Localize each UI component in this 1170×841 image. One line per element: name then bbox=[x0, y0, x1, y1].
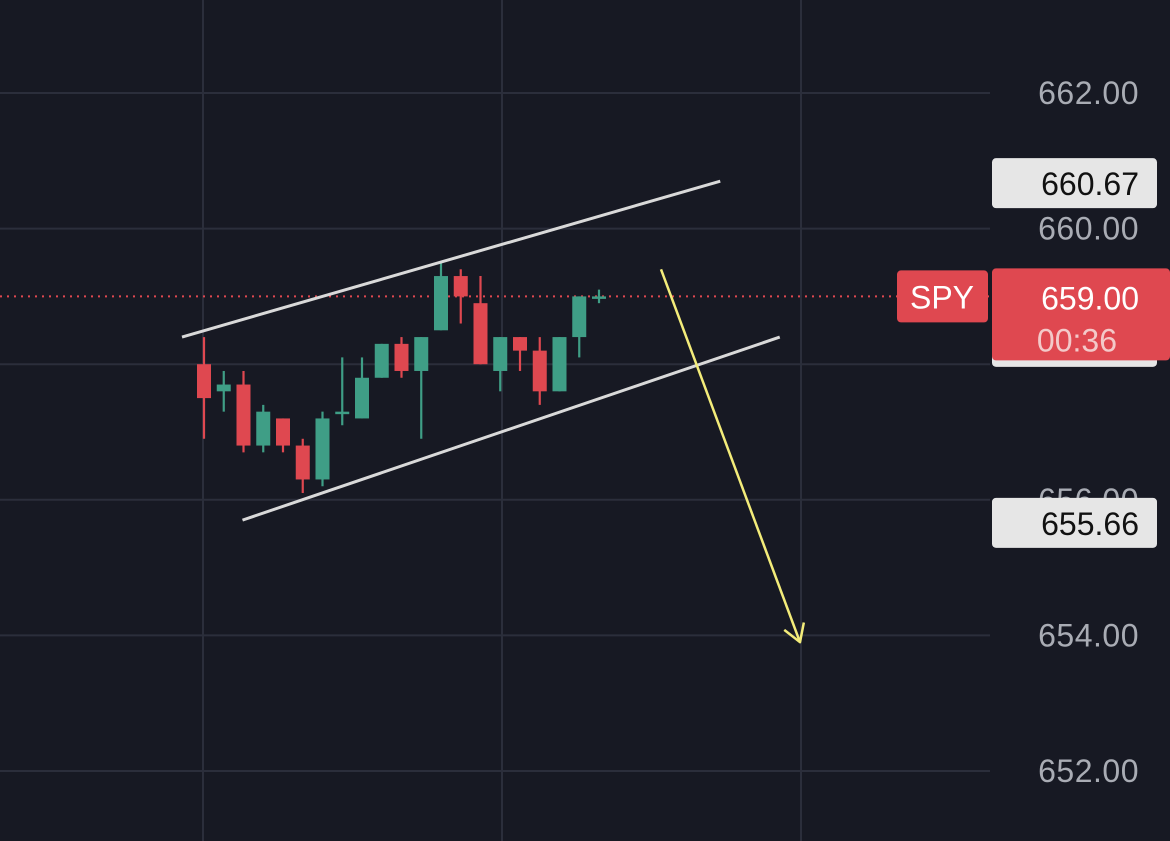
candle-body-12 bbox=[434, 276, 448, 331]
candles-group bbox=[197, 262, 606, 494]
candle-body-6 bbox=[315, 418, 330, 480]
channel-lower-line bbox=[242, 335, 781, 522]
y-tick-label-4: 652.00 bbox=[1038, 753, 1139, 789]
candle-body-19 bbox=[572, 296, 587, 338]
candle-body-7 bbox=[335, 411, 350, 415]
projection-arrow-head bbox=[783, 622, 806, 644]
y-tick-label-1: 660.00 bbox=[1038, 211, 1139, 247]
y-tick-label-0: 662.00 bbox=[1038, 75, 1139, 111]
candle-body-9 bbox=[374, 343, 389, 378]
candle-body-17 bbox=[532, 350, 547, 392]
countdown-label: 00:36 bbox=[1037, 322, 1117, 358]
candle-body-2 bbox=[236, 384, 251, 446]
candle-body-11 bbox=[414, 337, 429, 371]
candle-body-5 bbox=[295, 445, 310, 480]
candle-body-14 bbox=[473, 303, 488, 365]
candle-body-10 bbox=[394, 343, 409, 371]
price-tag-box-3 bbox=[992, 497, 1157, 548]
symbol-label: SPY bbox=[910, 279, 974, 315]
candle-body-4 bbox=[276, 418, 290, 446]
candle-body-20 bbox=[592, 296, 606, 299]
current-price-tag-box bbox=[992, 268, 1170, 361]
candle-body-8 bbox=[355, 377, 369, 419]
candle-body-18 bbox=[552, 337, 567, 392]
projection-arrow-shaft bbox=[659, 268, 802, 643]
candle-body-13 bbox=[453, 276, 468, 297]
channel-upper-line bbox=[181, 179, 721, 339]
price-tag-box-0 bbox=[992, 158, 1157, 209]
candle-body-15 bbox=[493, 337, 508, 371]
price-tag-label-3: 655.66 bbox=[1041, 506, 1139, 542]
candle-body-16 bbox=[513, 337, 527, 351]
candle-body-1 bbox=[216, 384, 231, 392]
drawings-group bbox=[181, 179, 806, 644]
price-tag-label-0: 660.67 bbox=[1041, 166, 1139, 202]
current-price-label: 659.00 bbox=[1041, 280, 1139, 316]
y-tick-label-3: 654.00 bbox=[1038, 617, 1139, 653]
candle-body-3 bbox=[256, 411, 271, 446]
symbol-badge bbox=[897, 270, 988, 323]
candle-body-0 bbox=[197, 364, 211, 399]
